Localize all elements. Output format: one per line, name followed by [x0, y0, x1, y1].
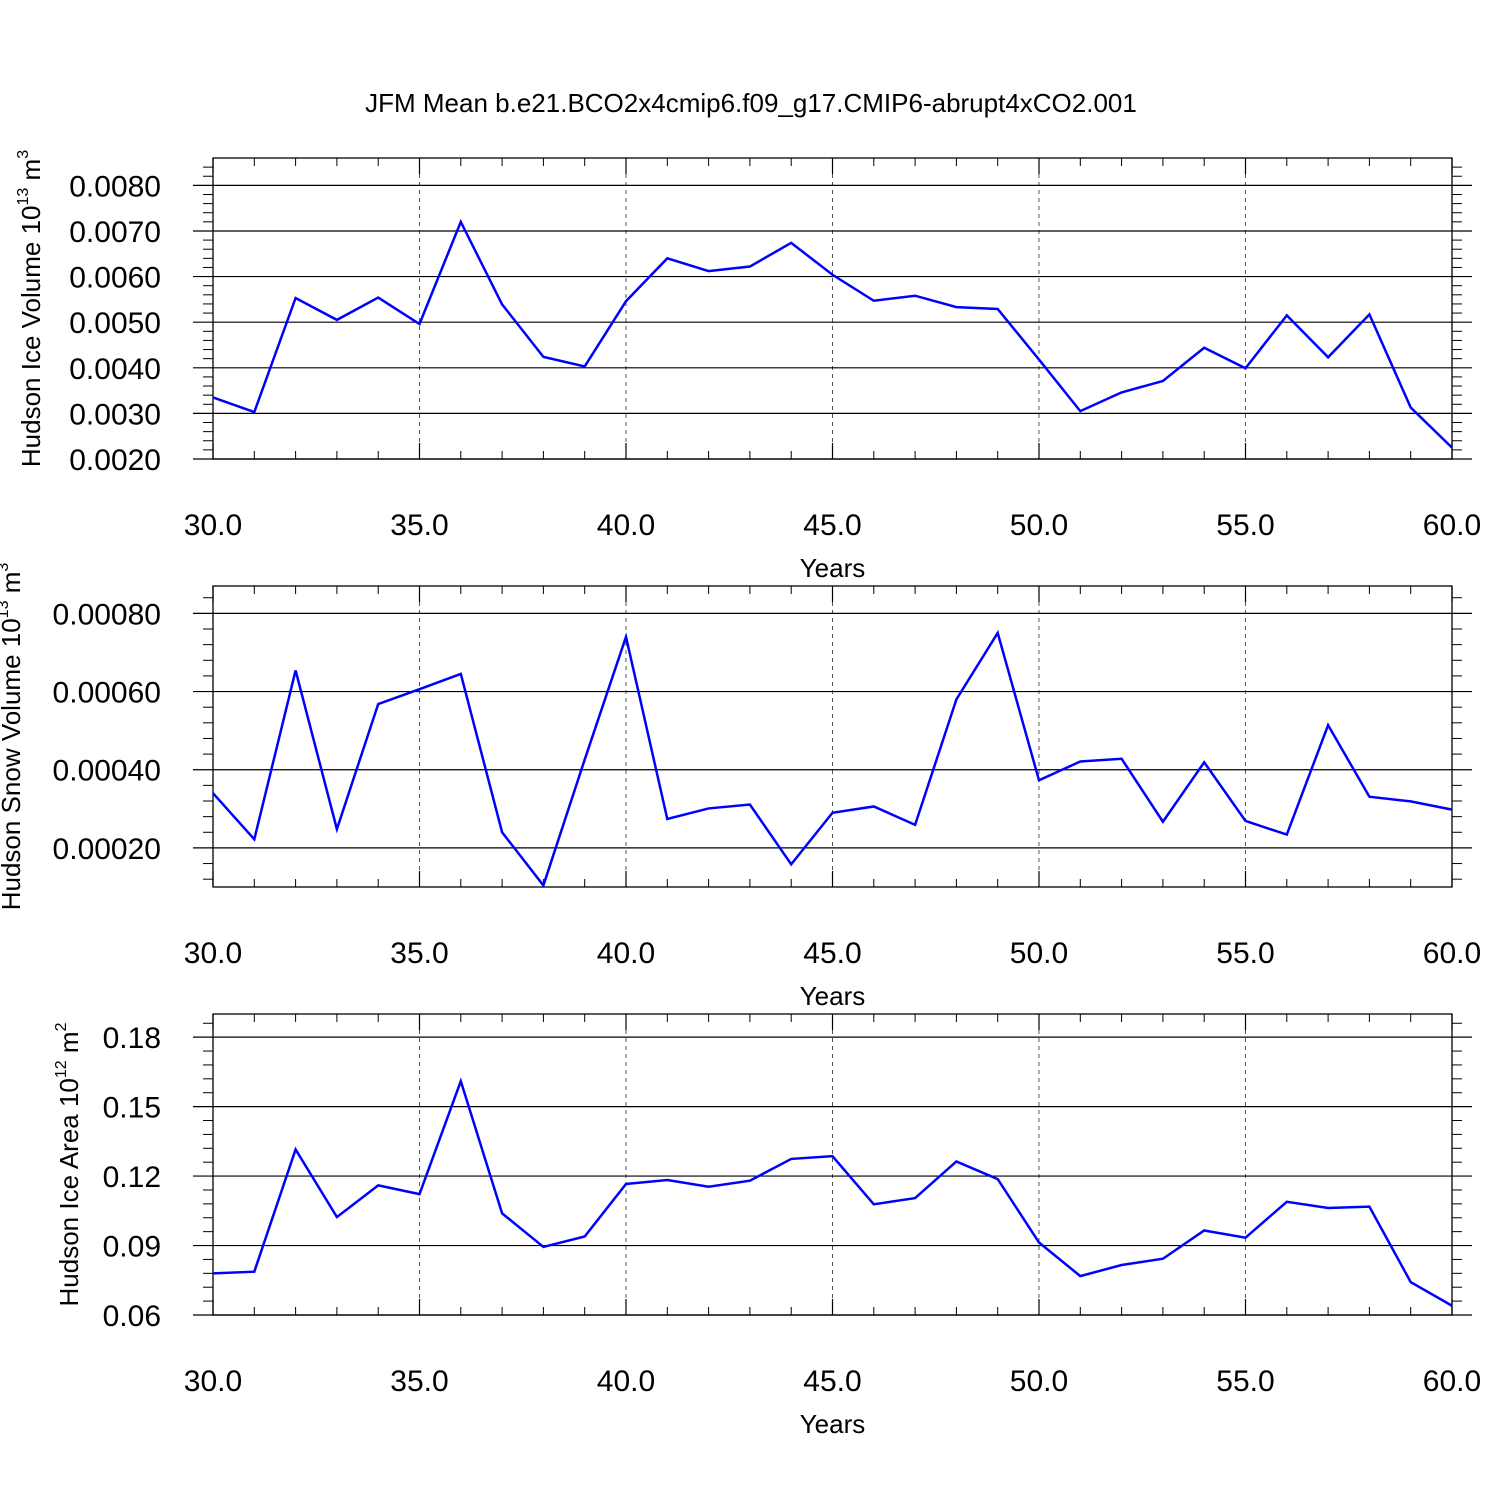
series-line: [212, 629, 1453, 889]
x-tick-label: 30.0: [184, 937, 242, 970]
y-tick-label: 0.0070: [69, 216, 161, 249]
y-axis-title: Hudson Ice Area 1012 m2: [53, 1022, 84, 1306]
x-tick-label: 55.0: [1216, 937, 1274, 970]
y-tick-label: 0.0020: [69, 444, 161, 477]
y-tick-label: 0.0030: [69, 398, 161, 431]
y-tick-label: 0.0050: [69, 307, 161, 340]
x-tick-label: 30.0: [184, 509, 242, 542]
y-axis-title: Hudson Ice Volume 1013 m3: [15, 150, 46, 467]
x-axis-title: Years: [800, 981, 866, 1011]
x-tick-label: 45.0: [803, 509, 861, 542]
x-axis-title: Years: [800, 1409, 866, 1439]
panel-snow-volume: 30.0 35.0 40.0 45.0 50.0 55.0 60.0 Years 0.00020…: [0, 563, 1481, 1011]
y-tick-label: 0.0060: [69, 262, 161, 295]
x-tick-label: 60.0: [1423, 509, 1481, 542]
x-tick-label: 45.0: [803, 1365, 861, 1398]
y-tick-label: 0.00080: [53, 598, 161, 631]
y-axis-title: Hudson Snow Volume 1013 m3: [0, 563, 26, 911]
x-tick-label: 55.0: [1216, 1365, 1274, 1398]
y-tick-label: 0.0040: [69, 353, 161, 386]
x-tick-label: 35.0: [390, 1365, 448, 1398]
y-tick-label: 0.00040: [53, 755, 161, 788]
x-tick-label: 50.0: [1010, 937, 1068, 970]
series-line: [212, 218, 1453, 449]
y-tick-label: 0.18: [103, 1022, 161, 1055]
figure-title: JFM Mean b.e21.BCO2x4cmip6.f09_g17.CMIP6…: [365, 88, 1137, 118]
y-tick-label: 0.00060: [53, 677, 161, 710]
x-tick-label: 40.0: [597, 509, 655, 542]
y-tick-label: 0.00020: [53, 833, 161, 866]
series-line: [212, 1077, 1453, 1307]
x-tick-label: 35.0: [390, 509, 448, 542]
y-tick-label: 0.09: [103, 1231, 161, 1264]
x-tick-label: 40.0: [597, 937, 655, 970]
y-tick-label: 0.06: [103, 1300, 161, 1333]
x-tick-label: 30.0: [184, 1365, 242, 1398]
x-axis-title: Years: [800, 553, 866, 583]
y-tick-label: 0.12: [103, 1161, 161, 1194]
panel-ice-area: 30.0 35.0 40.0 45.0 50.0 55.0 60.0 Years 0.06 0.0…: [53, 1013, 1481, 1439]
x-tick-label: 60.0: [1423, 937, 1481, 970]
x-tick-label: 50.0: [1010, 509, 1068, 542]
x-tick-label: 60.0: [1423, 1365, 1481, 1398]
x-tick-label: 55.0: [1216, 509, 1274, 542]
y-tick-label: 0.0080: [69, 170, 161, 203]
panel-ice-volume: 30.0 35.0 40.0 45.0 50.0 55.0 60.0 Years 0.0020 0…: [15, 150, 1481, 583]
x-tick-label: 50.0: [1010, 1365, 1068, 1398]
x-tick-label: 40.0: [597, 1365, 655, 1398]
y-tick-label: 0.15: [103, 1092, 161, 1125]
x-tick-label: 35.0: [390, 937, 448, 970]
x-tick-label: 45.0: [803, 937, 861, 970]
